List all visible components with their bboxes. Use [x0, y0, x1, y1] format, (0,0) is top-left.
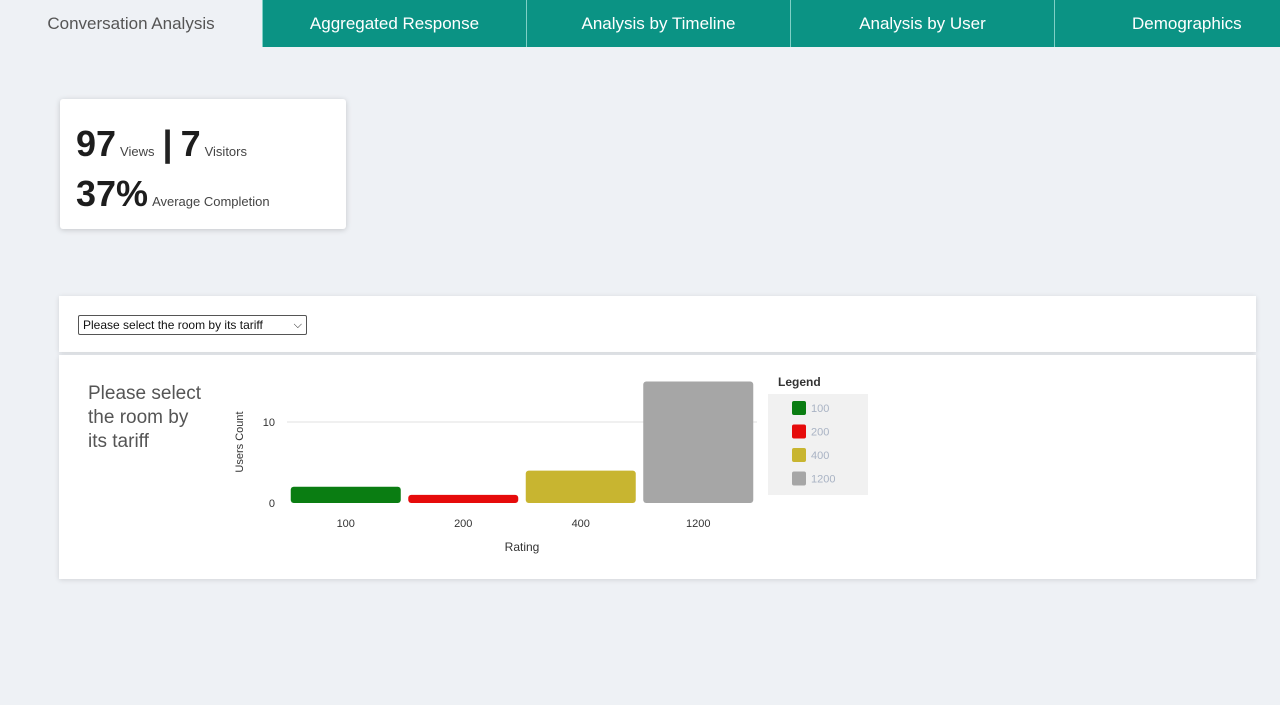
stats-card: 97 Views | 7 Visitors 37% Average Comple… — [60, 99, 346, 229]
legend-swatch-1200 — [792, 471, 806, 486]
legend-label-100: 100 — [811, 403, 829, 415]
tab-bar: Conversation Analysis Aggregated Respons… — [0, 0, 1280, 47]
views-label: Views — [120, 144, 155, 159]
visitors-label: Visitors — [204, 144, 247, 159]
tariff-select-value: Please select the room by its tariff — [83, 318, 263, 332]
x-tick-label: 1200 — [686, 518, 710, 530]
completion-value: 37% — [76, 173, 149, 214]
bar-chart: 0 10 100 200 400 1200 Rating Users Count Legend 1… — [234, 375, 868, 554]
tariff-select[interactable]: Please select the room by its tariff ⌵ — [78, 315, 307, 335]
legend-box — [768, 394, 868, 495]
x-tick-label: 200 — [454, 518, 472, 530]
legend-swatch-200 — [792, 424, 806, 439]
stats-separator: | — [162, 123, 173, 164]
visitors-count: 7 — [180, 123, 201, 164]
y-tick-label: 10 — [263, 417, 275, 429]
tab-aggregated-response[interactable]: Aggregated Response — [262, 0, 526, 47]
legend-title: Legend — [778, 375, 821, 389]
filter-bar: Please select the room by its tariff ⌵ — [59, 296, 1256, 352]
x-tick-label: 400 — [572, 518, 590, 530]
chevron-down-icon: ⌵ — [293, 319, 302, 331]
views-visitors-line: 97 Views | 7 Visitors — [76, 123, 247, 165]
y-tick-label: 0 — [269, 498, 275, 510]
chart-panel: Please select the room by its tariff 0 10… — [59, 355, 1256, 579]
legend-label-400: 400 — [811, 450, 829, 462]
x-tick-label: 100 — [337, 518, 355, 530]
x-axis-label: Rating — [505, 540, 540, 554]
tab-conversation-analysis[interactable]: Conversation Analysis — [0, 0, 262, 47]
legend-swatch-100 — [792, 401, 806, 415]
y-axis-label: Users Count — [234, 411, 246, 472]
tab-analysis-by-user[interactable]: Analysis by User — [790, 0, 1054, 47]
legend-swatch-400 — [792, 448, 806, 462]
completion-line: 37% Average Completion — [76, 173, 270, 215]
tab-demographics[interactable]: Demographics — [1054, 0, 1280, 47]
bar-100 — [290, 486, 401, 503]
select-prompt: Please select the room by its tariff — [88, 383, 202, 452]
bar-1200 — [643, 381, 754, 503]
completion-label: Average Completion — [152, 194, 270, 209]
legend-label-1200: 1200 — [811, 474, 835, 486]
views-count: 97 — [76, 123, 117, 164]
tab-analysis-by-timeline[interactable]: Analysis by Timeline — [526, 0, 790, 47]
bar-200 — [408, 494, 519, 503]
bar-400 — [525, 470, 636, 503]
legend-label-200: 200 — [811, 427, 829, 439]
